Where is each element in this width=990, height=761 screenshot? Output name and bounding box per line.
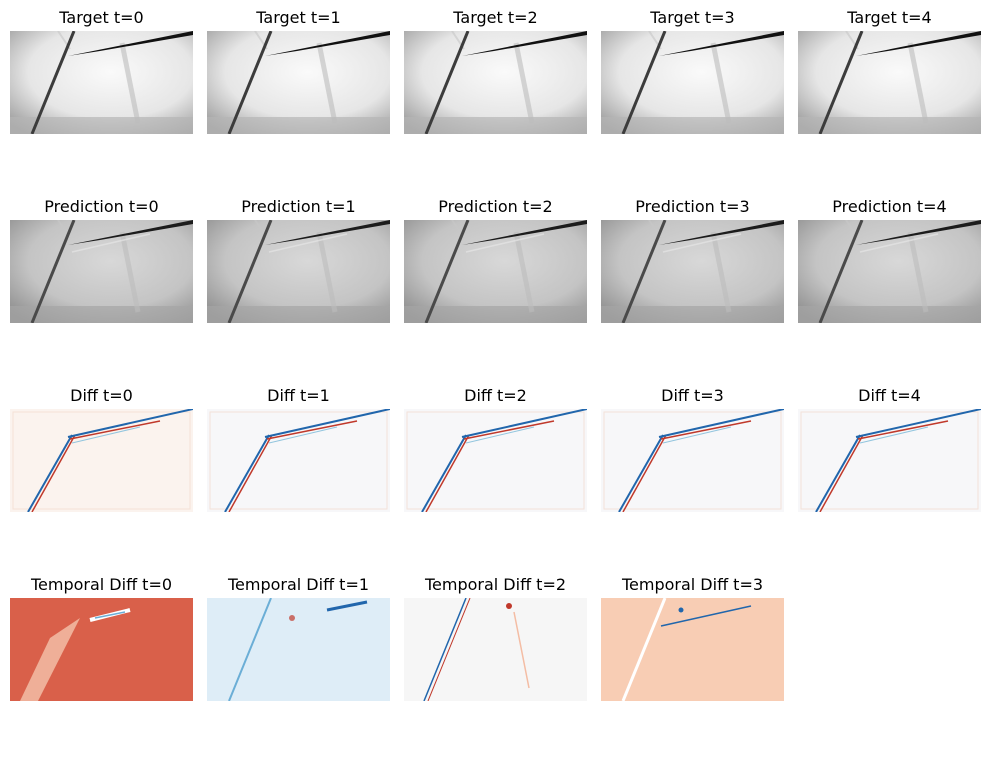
diff-image-1 <box>207 409 390 512</box>
target-image-0 <box>10 31 193 134</box>
panel-title-target-2: Target t=2 <box>453 8 538 27</box>
panel-title-diff-2: Diff t=2 <box>464 386 527 405</box>
panel-title-prediction-0: Prediction t=0 <box>44 197 159 216</box>
panel-title-diff-4: Diff t=4 <box>858 386 921 405</box>
panel-title-target-3: Target t=3 <box>650 8 735 27</box>
prediction-image-2 <box>404 220 587 323</box>
diff-image-0 <box>10 409 193 512</box>
panel-title-target-4: Target t=4 <box>847 8 932 27</box>
panel-title-prediction-3: Prediction t=3 <box>635 197 750 216</box>
temporal-diff-image-1 <box>207 598 390 701</box>
panel-title-diff-1: Diff t=1 <box>267 386 330 405</box>
panel-title-target-0: Target t=0 <box>59 8 144 27</box>
target-image-1 <box>207 31 390 134</box>
prediction-image-0 <box>10 220 193 323</box>
prediction-image-1 <box>207 220 390 323</box>
panel-title-prediction-1: Prediction t=1 <box>241 197 356 216</box>
prediction-image-4 <box>798 220 981 323</box>
panel-title-prediction-2: Prediction t=2 <box>438 197 553 216</box>
diff-image-4 <box>798 409 981 512</box>
panel-title-temporal-0: Temporal Diff t=0 <box>30 575 173 594</box>
panel-title-temporal-1: Temporal Diff t=1 <box>227 575 370 594</box>
target-image-2 <box>404 31 587 134</box>
temporal-diff-image-3 <box>601 598 784 701</box>
panel-title-temporal-3: Temporal Diff t=3 <box>621 575 764 594</box>
prediction-image-3 <box>601 220 784 323</box>
panel-title-diff-0: Diff t=0 <box>70 386 133 405</box>
panel-title-diff-3: Diff t=3 <box>661 386 724 405</box>
diff-image-2 <box>404 409 587 512</box>
target-image-4 <box>798 31 981 134</box>
temporal-diff-image-0 <box>10 598 193 701</box>
target-image-3 <box>601 31 784 134</box>
panel-title-prediction-4: Prediction t=4 <box>832 197 947 216</box>
temporal-diff-image-2 <box>404 598 587 701</box>
panel-title-target-1: Target t=1 <box>256 8 341 27</box>
diff-image-3 <box>601 409 784 512</box>
panel-title-temporal-2: Temporal Diff t=2 <box>424 575 567 594</box>
